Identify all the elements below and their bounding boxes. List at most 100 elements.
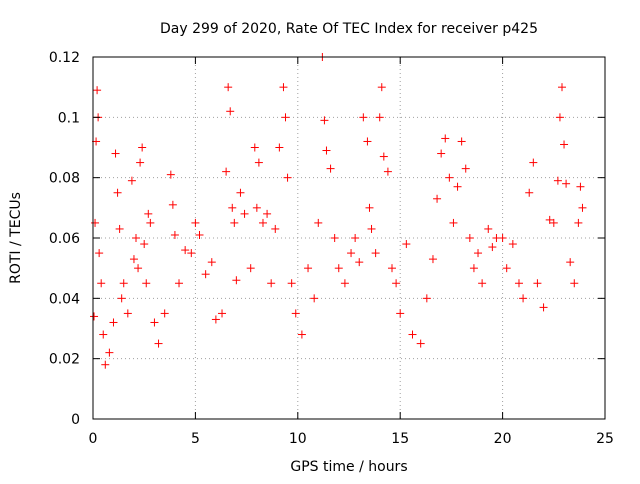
data-point <box>514 279 523 288</box>
data-point <box>195 230 204 239</box>
data-point <box>166 170 175 179</box>
data-point <box>232 276 241 285</box>
x-tick-label: 20 <box>494 431 512 447</box>
data-point <box>533 279 542 288</box>
data-point <box>275 143 284 152</box>
data-point <box>465 234 474 242</box>
data-point <box>224 83 233 92</box>
x-tick-label: 5 <box>191 431 200 447</box>
data-point <box>498 234 507 242</box>
data-point <box>154 339 163 348</box>
data-point <box>132 234 141 242</box>
data-point <box>469 264 478 273</box>
data-point <box>566 258 575 267</box>
data-point <box>263 209 272 218</box>
data-point <box>355 258 364 267</box>
data-point <box>191 218 200 227</box>
data-point <box>539 303 548 312</box>
y-axis-label: ROTI / TECUs <box>8 192 24 284</box>
data-point <box>181 246 190 255</box>
data-point <box>371 249 380 258</box>
data-point <box>557 83 566 92</box>
data-point <box>211 315 220 324</box>
data-point <box>160 309 169 318</box>
y-tick-label: 0.04 <box>49 291 80 307</box>
data-point <box>258 218 267 227</box>
data-point <box>375 113 384 122</box>
data-point <box>252 203 261 212</box>
data-point <box>105 348 114 357</box>
y-tick-label: 0.02 <box>49 352 80 368</box>
data-point <box>488 243 497 252</box>
data-point <box>461 164 470 173</box>
data-point <box>170 230 179 239</box>
data-point <box>437 149 446 158</box>
data-point <box>396 309 405 318</box>
x-tick-label: 15 <box>391 431 409 447</box>
data-point <box>320 116 329 125</box>
y-tick-label: 0.1 <box>58 110 80 126</box>
data-point <box>129 255 138 264</box>
data-point <box>146 218 155 227</box>
data-point <box>111 149 120 158</box>
data-point <box>555 113 564 122</box>
x-tick-label: 25 <box>596 431 614 447</box>
data-point <box>99 330 108 339</box>
data-point <box>574 218 583 227</box>
y-tick-label: 0 <box>71 412 80 428</box>
data-point <box>119 279 128 288</box>
data-point <box>367 224 376 233</box>
data-point <box>402 240 411 249</box>
data-point <box>314 218 323 227</box>
data-point <box>267 279 276 288</box>
data-point <box>150 318 159 327</box>
data-point <box>127 176 136 185</box>
data-point <box>478 279 487 288</box>
data-point <box>283 173 292 182</box>
chart-title: Day 299 of 2020, Rate Of TEC Index for r… <box>160 21 538 37</box>
data-point <box>123 309 132 318</box>
data-point <box>449 218 458 227</box>
data-points <box>90 53 587 369</box>
data-point <box>484 224 493 233</box>
data-point <box>304 264 313 273</box>
data-point <box>363 137 372 146</box>
data-point <box>279 83 288 92</box>
data-point <box>134 264 143 273</box>
data-point <box>136 158 145 167</box>
data-point <box>445 173 454 182</box>
data-point <box>236 188 245 197</box>
data-point <box>93 86 102 95</box>
data-point <box>101 360 110 369</box>
data-point <box>218 309 227 318</box>
data-point <box>228 203 237 212</box>
data-point <box>408 330 417 339</box>
data-point <box>428 255 437 264</box>
data-point <box>359 113 368 122</box>
data-point <box>175 279 184 288</box>
data-point <box>91 218 100 227</box>
data-point <box>433 194 442 203</box>
y-tick-label: 0.12 <box>49 50 80 66</box>
data-point <box>525 188 534 197</box>
data-point <box>576 182 585 191</box>
data-point <box>553 176 562 185</box>
data-point <box>109 318 118 327</box>
data-point <box>365 203 374 212</box>
data-point <box>340 279 349 288</box>
data-point <box>281 113 290 122</box>
data-point <box>560 140 569 149</box>
axis-ticks <box>92 56 606 420</box>
data-point <box>287 279 296 288</box>
data-point <box>207 258 216 267</box>
grid-lines <box>93 57 605 419</box>
data-point <box>474 249 483 258</box>
data-point <box>97 279 106 288</box>
x-tick-label: 0 <box>89 431 98 447</box>
x-tick-label: 10 <box>289 431 307 447</box>
data-point <box>330 234 339 242</box>
data-point <box>457 137 466 146</box>
data-point <box>545 215 554 224</box>
data-point <box>549 218 558 227</box>
